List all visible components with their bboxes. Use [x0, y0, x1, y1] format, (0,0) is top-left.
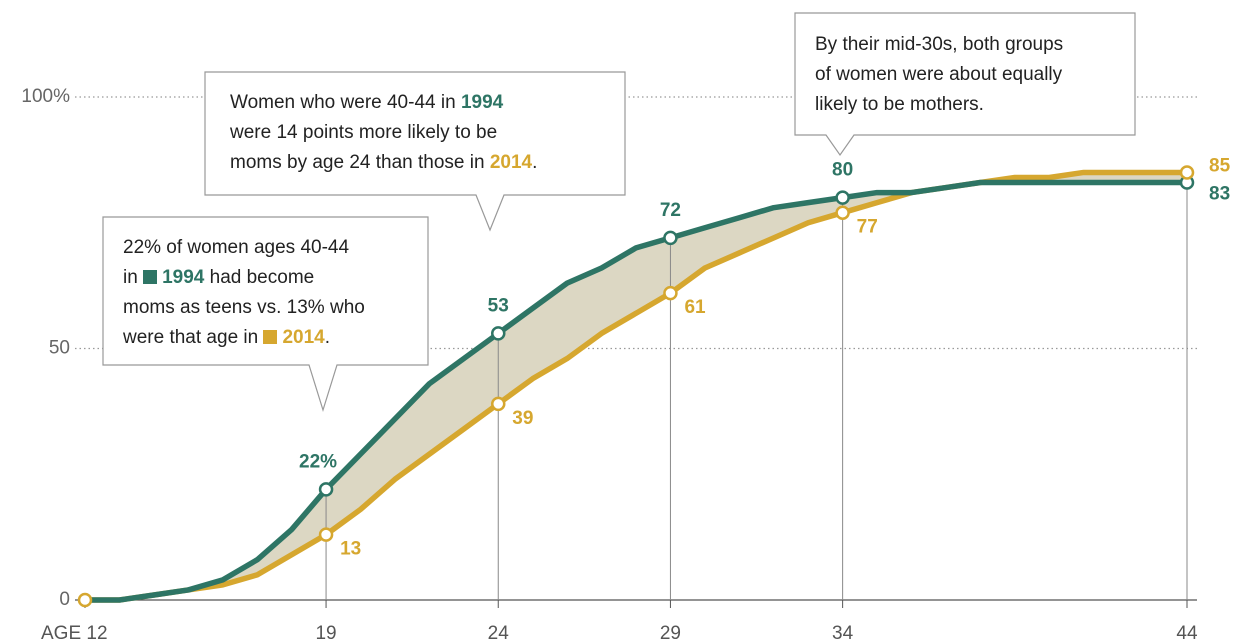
annotation-text: 2014	[282, 327, 325, 348]
point	[491, 326, 506, 341]
annotation-line: By their mid-30s, both groups	[815, 30, 1063, 60]
point	[1179, 165, 1195, 180]
data-label: 39	[512, 408, 533, 429]
annotation-text: were that age in	[123, 327, 264, 348]
annotation-text: .	[324, 327, 331, 348]
x-tick-label: AGE 12	[41, 623, 108, 644]
annotation-line: were that age in 2014.	[123, 323, 365, 353]
point	[663, 230, 678, 246]
data-label: 77	[857, 217, 878, 238]
x-tick-label: 34	[832, 623, 854, 644]
annotation-text: By their mid-30s, both groups	[815, 34, 1064, 55]
annotation-text: moms as teens vs. 13% who	[123, 297, 365, 318]
annotation: Women who were 40-44 in 1994 were 14 poin…	[230, 88, 537, 178]
x-tick-label: 44	[1176, 623, 1198, 644]
annotation-line: 22% of women ages 40-44	[123, 233, 365, 263]
swatch	[143, 270, 158, 284]
annotation-text: 2014	[489, 152, 533, 173]
point	[77, 592, 93, 608]
annotation-text: 22% of women ages 40-44	[123, 237, 350, 258]
annotation-text: were 14 points more likely to be	[230, 122, 498, 143]
annotation-line: likely to be mothers.	[815, 90, 1063, 120]
data-label: 80	[832, 160, 853, 181]
annotation: By their mid-30s, both groups of women we…	[815, 30, 1063, 120]
point	[835, 205, 850, 220]
point	[663, 285, 678, 301]
point	[835, 190, 850, 205]
data-label: 61	[684, 297, 706, 318]
annotation-text: moms by age 24 than those in	[230, 152, 490, 173]
annotation-text: likely to be mothers.	[815, 94, 984, 115]
annotation-text: Women who were 40-44 in	[230, 92, 461, 113]
annotation-text: in	[123, 267, 144, 288]
annotation-text: had become	[204, 267, 315, 288]
x-tick-label: 24	[488, 623, 510, 644]
y-tick-label: 0	[59, 589, 70, 610]
y-tick-label: 50	[49, 338, 70, 359]
y-tick-label: 100%	[21, 86, 70, 107]
annotation-line: moms as teens vs. 13% who	[123, 293, 365, 323]
callout-box	[102, 216, 429, 413]
annotation-line: moms by age 24 than those in 2014.	[230, 148, 537, 178]
annotation-line: Women who were 40-44 in 1994	[230, 88, 537, 118]
point	[318, 482, 334, 497]
annotation-text: 1994	[162, 267, 205, 288]
annotation-line: were 14 points more likely to be	[230, 118, 537, 148]
annotation-text: .	[532, 152, 538, 173]
callout-box	[204, 71, 626, 232]
annotation: 22% of women ages 40-44 in 1994 had becom…	[123, 233, 365, 353]
point	[491, 396, 506, 412]
point	[318, 527, 334, 542]
x-tick-label: 19	[315, 623, 336, 644]
series-line	[85, 179, 1187, 603]
annotation-text: of women were about equally	[815, 64, 1063, 85]
series-line	[85, 169, 1187, 603]
annotation-line: of women were about equally	[815, 60, 1063, 90]
data-label: 72	[660, 200, 681, 221]
callout-box	[794, 12, 1136, 157]
data-label: 85	[1209, 155, 1231, 176]
gap-area	[85, 172, 1187, 600]
x-tick-label: 29	[660, 623, 681, 644]
data-label: 22%	[299, 451, 337, 472]
data-label: 53	[488, 295, 509, 316]
annotation-line: in 1994 had become	[123, 263, 365, 293]
swatch	[263, 330, 278, 344]
data-label: 13	[340, 539, 361, 560]
data-label: 83	[1209, 184, 1230, 205]
annotation-text: 1994	[460, 92, 504, 113]
